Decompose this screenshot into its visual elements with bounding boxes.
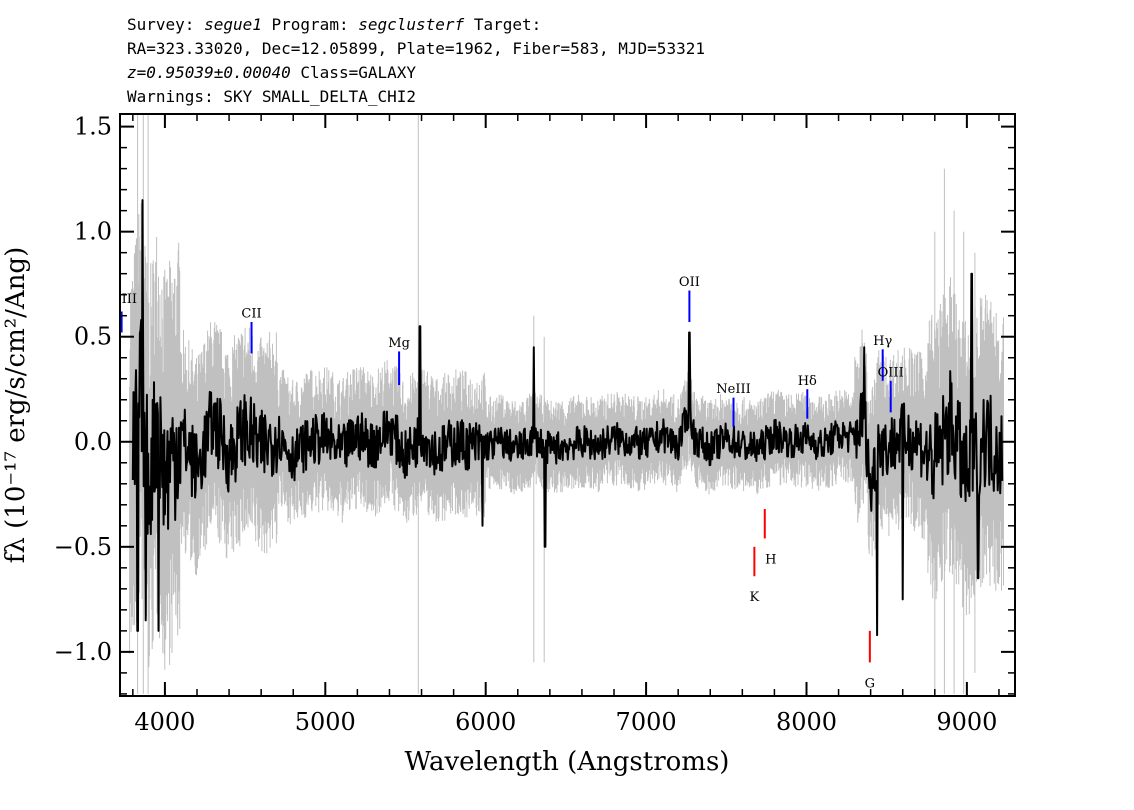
target-label: Target:: [473, 15, 542, 34]
spectrum-header: Survey: segue1 Program: segclusterf Targ…: [127, 13, 705, 109]
line-label-cii: CII: [241, 307, 261, 322]
x-tick-label: 9000: [936, 708, 997, 736]
class-value: Class=GALAXY: [300, 63, 416, 82]
line-label-h: H: [765, 552, 776, 567]
line-label-neiii: NeIII: [716, 382, 750, 397]
header-line-coordinates: RA=323.33020, Dec=12.05899, Plate=1962, …: [127, 39, 705, 58]
y-tick-label: −1.0: [54, 638, 112, 666]
redshift-value: z=0.95039±0.00040: [127, 63, 291, 82]
line-label-k: K: [749, 590, 759, 605]
flux-series: [131, 199, 1004, 637]
line-label-oiii: OIII: [878, 365, 904, 380]
y-tick-label: −0.5: [54, 533, 112, 561]
program-value: segclusterf: [358, 15, 465, 34]
x-tick-label: 4000: [134, 708, 195, 736]
y-tick-label: 1.0: [74, 218, 112, 246]
flux-trace: [131, 199, 1004, 637]
plot-frame: [119, 113, 1016, 697]
line-label-oii: OII: [679, 275, 700, 290]
line-label-iii: III: [122, 292, 137, 307]
y-tick-label: 1.5: [74, 113, 112, 141]
survey-value: segue1: [204, 15, 262, 34]
tick-labels: 4000 5000 6000 7000 8000 9000 −1.0 −0.5 0.0 0.5 1.…: [54, 113, 998, 736]
header-line-redshift: z=0.95039±0.00040 Class=GALAXY: [127, 61, 705, 85]
axis-ticks: [120, 114, 1015, 696]
survey-label: Survey:: [127, 15, 195, 34]
program-label: Program:: [271, 15, 349, 34]
y-tick-label: 0.0: [74, 428, 112, 456]
x-axis-label: Wavelength (Angstroms): [405, 747, 730, 777]
header-line-warnings: Warnings: SKY SMALL_DELTA_CHI2: [127, 87, 416, 106]
x-tick-label: 8000: [776, 708, 837, 736]
line-label-mg: Mg: [388, 336, 410, 351]
y-axis-label: fλ (10⁻¹⁷ erg/s/cm²/Ang): [1, 247, 31, 563]
line-label-hδ: Hδ: [798, 374, 817, 389]
x-tick-label: 5000: [295, 708, 356, 736]
error-trace: [129, 114, 1004, 694]
y-tick-label: 0.5: [74, 323, 112, 351]
x-tick-label: 6000: [455, 708, 516, 736]
line-label-g: G: [865, 676, 875, 691]
line-markers: III CII Mg OII NeIII Hδ Hγ OIII K H G: [120, 275, 904, 691]
line-label-hγ: Hγ: [873, 334, 892, 349]
error-band: [129, 114, 1004, 694]
x-tick-label: 7000: [616, 708, 677, 736]
header-line-survey: Survey: segue1 Program: segclusterf Targ…: [127, 13, 705, 37]
